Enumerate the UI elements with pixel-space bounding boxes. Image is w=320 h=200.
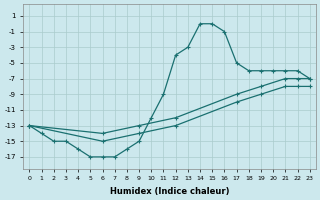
X-axis label: Humidex (Indice chaleur): Humidex (Indice chaleur) [110,187,229,196]
